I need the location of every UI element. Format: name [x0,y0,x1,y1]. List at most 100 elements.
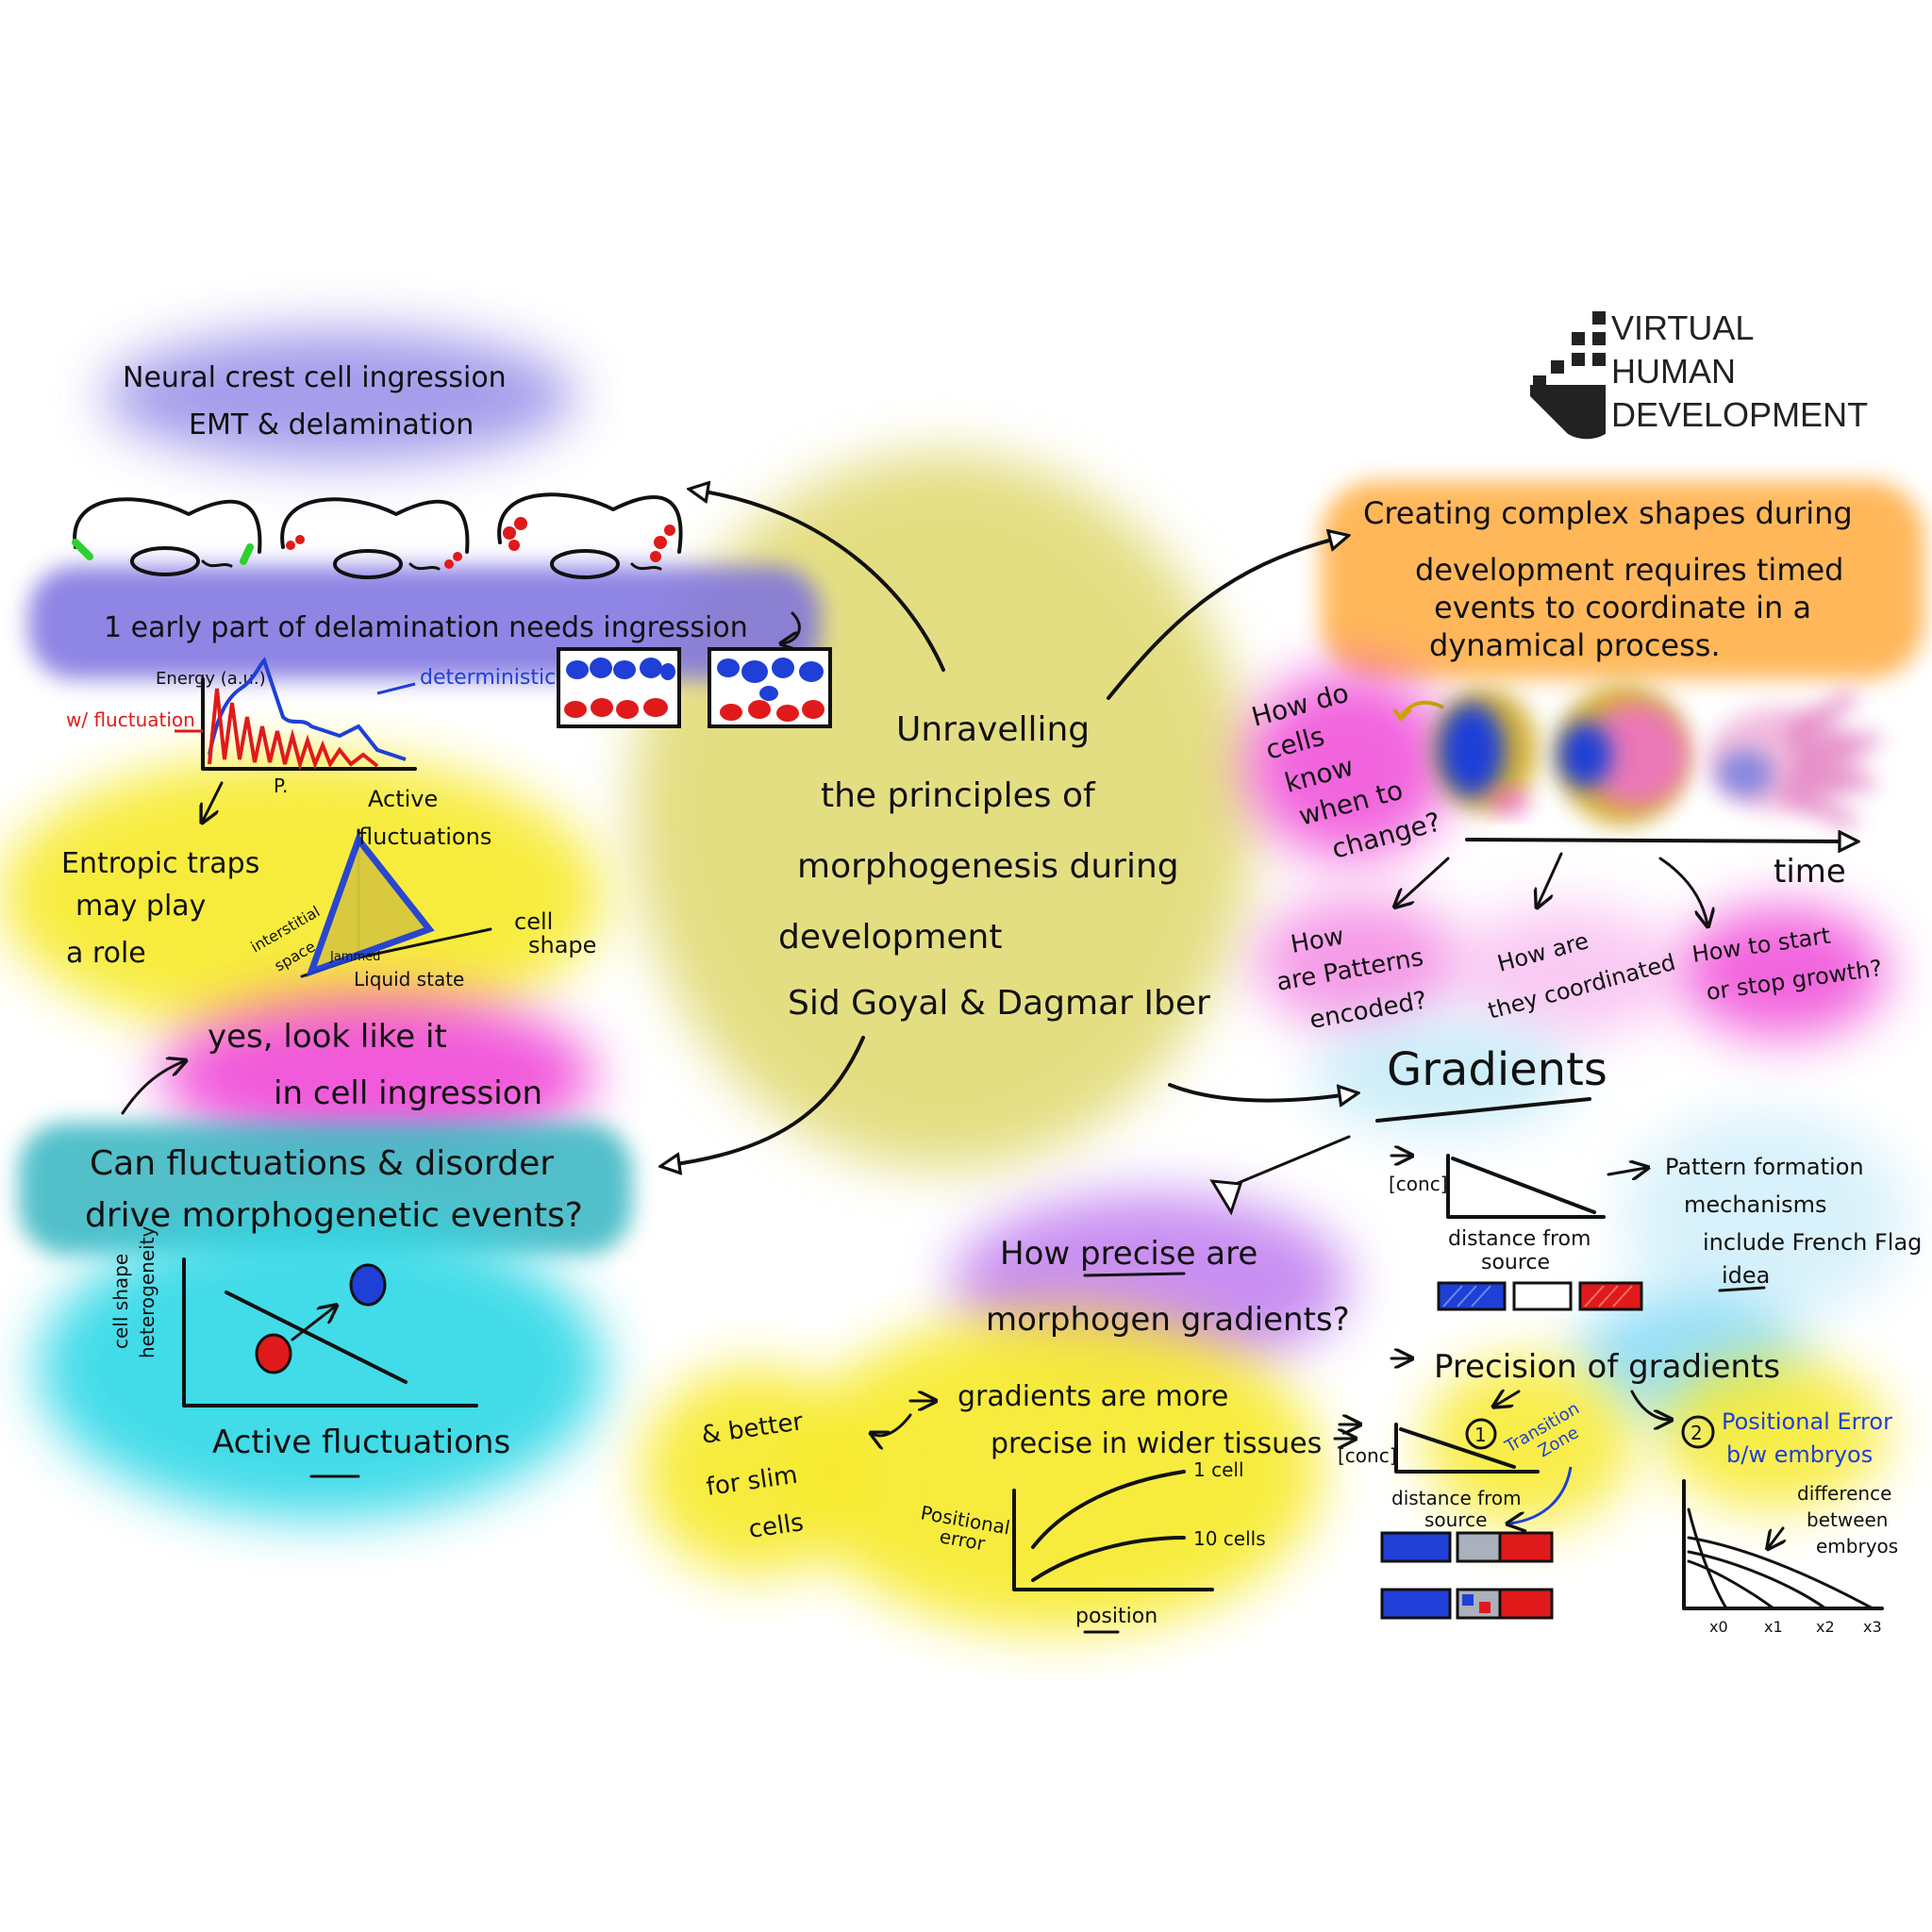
label-10-cells: 10 cells [1193,1527,1266,1550]
blob-transition-yellow [1424,1358,1632,1528]
jammed-region [306,832,435,977]
gradient-plot-1: [conc] distance from source [1389,1154,1643,1311]
gradient-2-conc: [conc] [1338,1444,1397,1467]
idea-underline [1718,1286,1766,1292]
blob-growth-magenta [1679,906,1887,1038]
precision-arrow-1 [1495,1391,1521,1406]
blob-entropic-yellow [0,755,604,1038]
wider-line-2: precise in wider tissues [991,1427,1322,1460]
arrow-coord [1538,852,1563,906]
limb-bud-2 [1557,684,1689,825]
time-label: time [1774,853,1846,891]
pattern-line-3: include French Flag [1703,1229,1922,1256]
precision-arrow-2 [1630,1390,1670,1420]
deterministic-curve [208,657,407,761]
entropic-text-1: Entropic traps [61,847,259,880]
gradient-1-conc: [conc] [1389,1173,1448,1195]
time-axis [1465,840,1849,841]
point-2-number: 2 [1690,1422,1703,1444]
neural-tube-stages [72,492,683,579]
x1-label: x1 [1764,1618,1783,1636]
neural-title-2: EMT & delamination [189,408,474,441]
arrow-to-complex [1107,538,1340,700]
yes-line-2: in cell ingression [274,1074,542,1112]
positional-line-2: b/w embryos [1726,1441,1873,1468]
phase-axis-x [357,927,492,959]
wider-section: gradients are more precise in wider tiss… [908,1380,1354,1634]
point-2-circle [1681,1415,1715,1449]
energy-label: Energy (a.u.) [156,669,266,689]
blue-cell [349,1263,387,1307]
logo-mark [1530,311,1606,440]
limb-hand-3 [1707,691,1879,827]
center-title: Unravelling the principles of morphogene… [778,710,1210,1023]
blob-complex-orange [1321,481,1924,679]
pattern-line-4: idea [1722,1262,1770,1289]
blob-pattern-lightblue [1623,1113,1906,1321]
embryo-curve-3 [1687,1559,1775,1610]
logo-line-1: VIRTUAL [1611,308,1754,347]
wider-axes [1012,1489,1214,1591]
center-line-4: development [778,918,1002,957]
slim-arrow [873,1413,912,1436]
cell-shape-1: cell [514,908,553,935]
logo: VIRTUAL HUMAN DEVELOPMENT [1530,308,1868,440]
center-connectors [670,491,1349,1165]
neural-tube-3 [497,492,683,579]
blob-positional-yellow [1660,1358,1887,1509]
blob-fluct-teal [19,1123,632,1255]
french-flag-2 [1380,1531,1554,1563]
neural-tube-2 [280,497,470,579]
limb-section: How do cells know when to change? time [1248,677,1879,924]
blob-fluct-cyan [38,1217,604,1519]
entropic-text-2: may play [75,890,206,923]
fluct-section: Can fluctuations & disorder drive morpho… [85,1144,583,1478]
neural-point-1: 1 early part of delamination needs ingre… [104,611,748,644]
pattern-line-2: mechanisms [1684,1191,1827,1218]
gradient-2-line [1399,1427,1516,1469]
active-fluct-1: Active [368,786,438,812]
fluct-boundary [225,1291,408,1384]
entropic-section: Entropic traps may play a role Active fl… [61,786,596,991]
blob-slim-yellow [641,1368,868,1575]
arrow-patterns [1396,857,1450,906]
entropic-text-3: a role [66,937,146,970]
french-flag-3 [1380,1588,1554,1620]
fluct-q-line-2: drive morphogenetic events? [85,1196,583,1235]
complex-line-4: dynamical process. [1429,627,1721,663]
x2-label: x2 [1816,1618,1835,1636]
point-1-circle [1465,1418,1497,1450]
diff-line-2: between [1807,1508,1888,1531]
jammed-label: Jammed [329,950,380,964]
pattern-arrow [1607,1168,1646,1174]
wider-line-1: gradients are more [958,1380,1228,1413]
energy-to-entropic-arrow [203,781,224,821]
center-line-3: morphogenesis during [797,847,1179,886]
precise-underline [1083,1272,1186,1277]
blob-patterns-pink [1255,896,1462,1028]
diff-line-3: embryos [1816,1535,1898,1557]
label-1-cell: 1 cell [1193,1458,1244,1481]
phase-diagram: Active fluctuations cell shape interstit… [248,786,597,991]
gradient-1-distance-2: source [1481,1251,1550,1274]
energy-plot: Energy (a.u.) P. deterministic w/ fluctu… [66,657,556,797]
fluct-q-line-1: Can fluctuations & disorder [90,1144,554,1183]
transition-arrow [1509,1466,1573,1524]
logo-line-2: HUMAN [1611,352,1736,391]
arrow-growth [1658,857,1707,924]
red-cell [255,1333,292,1374]
french-flag-1 [1437,1281,1643,1311]
gradient-1-axes [1446,1154,1606,1219]
complex-line-2: development requires timed [1415,552,1843,588]
positional-line-1: Positional Error [1722,1408,1892,1435]
neural-tube-1 [72,497,262,576]
arrow-to-neural [698,491,945,672]
complex-line-3: events to coordinate in a [1434,590,1811,625]
fluct-xlabel: Active fluctuations [212,1424,510,1461]
deterministic-label: deterministic [420,666,556,690]
diff-line-1: difference [1797,1482,1891,1505]
point-1-number: 1 [1474,1424,1487,1446]
center-line-2: the principles of [821,776,1096,815]
fluctuation-curve [208,688,379,772]
